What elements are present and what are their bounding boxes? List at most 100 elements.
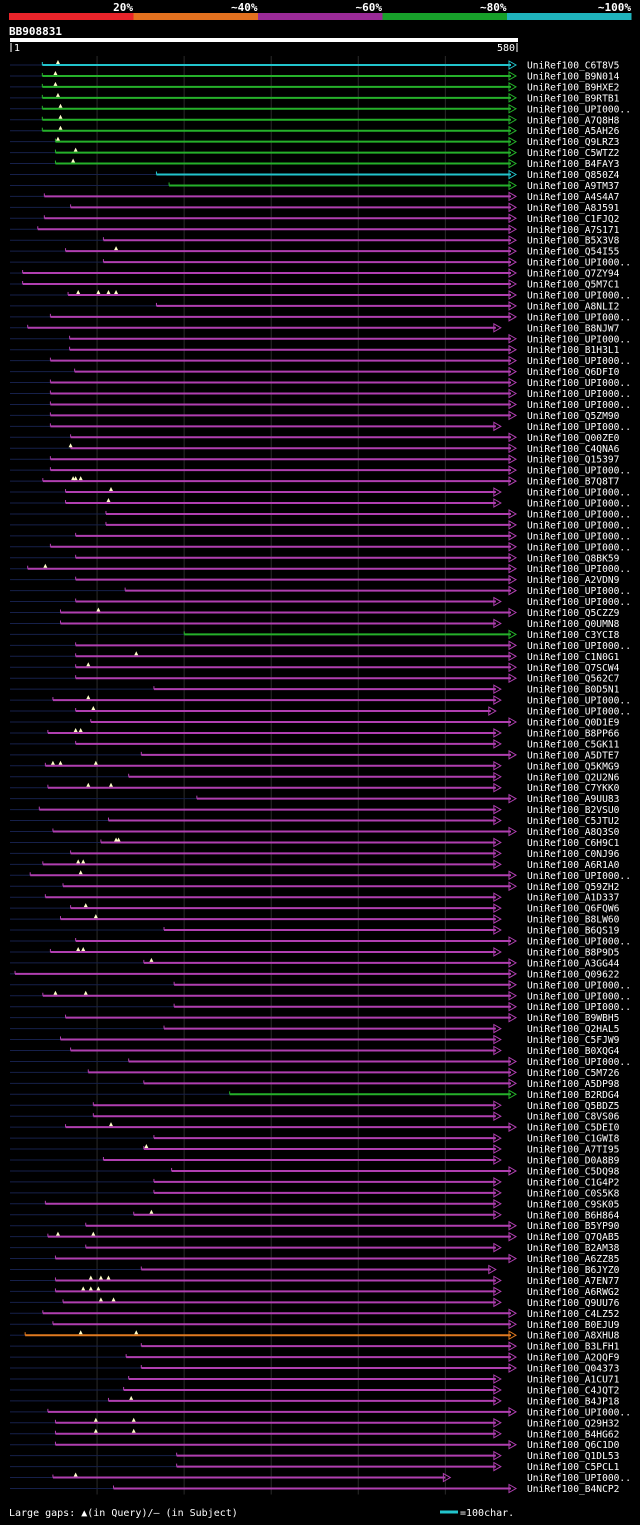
hit-row[interactable]: UniRef100_A7EN77: [10, 1275, 620, 1287]
hit-row[interactable]: UniRef100_Q15397: [10, 454, 620, 466]
hit-name[interactable]: UniRef100_UPI000..: [527, 531, 631, 542]
hit-name[interactable]: UniRef100_A9TM37: [527, 181, 620, 192]
hit-row[interactable]: UniRef100_B7Q8T7: [10, 476, 620, 488]
hit-name[interactable]: UniRef100_UPI000..: [527, 258, 631, 269]
hit-row[interactable]: UniRef100_B0EJU9: [10, 1319, 620, 1331]
hit-name[interactable]: UniRef100_UPI000..: [527, 696, 631, 707]
hit-row[interactable]: UniRef100_C6H9C1: [10, 837, 620, 849]
hit-name[interactable]: UniRef100_B3LFH1: [527, 1342, 620, 1353]
hit-name[interactable]: UniRef100_Q8BK59: [527, 553, 620, 564]
hit-name[interactable]: UniRef100_B9WBH5: [527, 1013, 619, 1024]
hit-row[interactable]: UniRef100_C5JTU2: [10, 815, 619, 827]
hit-name[interactable]: UniRef100_UPI000..: [527, 937, 631, 948]
hit-name[interactable]: UniRef100_Q850Z4: [527, 170, 620, 181]
hit-row[interactable]: UniRef100_UPI000..: [10, 509, 631, 520]
hit-name[interactable]: UniRef100_UPI000..: [527, 378, 631, 389]
hit-name[interactable]: UniRef100_UPI000..: [527, 991, 631, 1002]
hit-name[interactable]: UniRef100_A1CU71: [527, 1375, 620, 1386]
hit-name[interactable]: UniRef100_B9N014: [527, 71, 620, 82]
hit-name[interactable]: UniRef100_A4S4A7: [527, 192, 620, 203]
hit-row[interactable]: UniRef100_A6RWG2: [10, 1286, 619, 1298]
hit-name[interactable]: UniRef100_B4HG62: [527, 1429, 619, 1440]
hit-row[interactable]: UniRef100_C4LZ52: [10, 1308, 619, 1320]
hit-name[interactable]: UniRef100_C5PCL1: [527, 1462, 620, 1473]
hit-row[interactable]: UniRef100_Q7ZY94: [10, 268, 620, 280]
hit-row[interactable]: UniRef100_UPI000..: [10, 377, 631, 389]
hit-name[interactable]: UniRef100_Q5CZZ9: [527, 608, 620, 619]
hit-row[interactable]: UniRef100_C0S5K8: [10, 1187, 620, 1199]
hit-row[interactable]: UniRef100_C0NJ96: [10, 848, 620, 860]
hit-row[interactable]: UniRef100_Q04373: [10, 1363, 620, 1375]
hit-name[interactable]: UniRef100_UPI000..: [527, 586, 631, 597]
hit-name[interactable]: UniRef100_UPI000..: [527, 542, 631, 553]
hit-row[interactable]: UniRef100_UPI000..: [10, 596, 631, 608]
hit-name[interactable]: UniRef100_B4NCP2: [527, 1484, 619, 1495]
hit-name[interactable]: UniRef100_C5DQ98: [527, 1166, 620, 1177]
hit-name[interactable]: UniRef100_C0S5K8: [527, 1188, 620, 1199]
hit-row[interactable]: UniRef100_UPI000..: [10, 257, 631, 269]
hit-name[interactable]: UniRef100_UPI000..: [527, 564, 631, 575]
hit-name[interactable]: UniRef100_B0XQG4: [527, 1046, 620, 1057]
hit-name[interactable]: UniRef100_UPI000..: [527, 1407, 631, 1418]
hit-row[interactable]: UniRef100_A8Q3S0: [10, 826, 620, 838]
hit-row[interactable]: UniRef100_UPI000..: [10, 541, 631, 553]
hit-row[interactable]: UniRef100_A9TM37: [10, 180, 620, 192]
hit-row[interactable]: UniRef100_C9SK05: [10, 1198, 619, 1210]
hit-name[interactable]: UniRef100_B6QS19: [527, 926, 620, 937]
hit-name[interactable]: UniRef100_C5GK11: [527, 739, 620, 750]
hit-row[interactable]: UniRef100_Q1DL53: [10, 1450, 620, 1462]
hit-name[interactable]: UniRef100_Q09622: [527, 969, 619, 980]
hit-name[interactable]: UniRef100_UPI000..: [527, 488, 631, 499]
hit-row[interactable]: UniRef100_B8LW60: [10, 914, 620, 926]
hit-name[interactable]: UniRef100_C5DEI0: [527, 1123, 620, 1134]
hit-name[interactable]: UniRef100_Q0D1E9: [527, 718, 620, 729]
hit-name[interactable]: UniRef100_Q6DFI0: [527, 367, 620, 378]
hit-name[interactable]: UniRef100_Q1DL53: [527, 1451, 620, 1462]
hit-name[interactable]: UniRef100_A2QQF9: [527, 1353, 620, 1364]
hit-name[interactable]: UniRef100_C6H9C1: [527, 838, 620, 849]
hit-name[interactable]: UniRef100_B4FAY3: [527, 159, 620, 170]
hit-name[interactable]: UniRef100_C7YKK0: [527, 783, 620, 794]
hit-row[interactable]: UniRef100_B5X3V8: [10, 235, 620, 247]
hit-row[interactable]: UniRef100_C1G4P2: [10, 1177, 619, 1188]
hit-name[interactable]: UniRef100_UPI000..: [527, 400, 631, 411]
hit-row[interactable]: UniRef100_Q0UMN8: [10, 618, 620, 630]
hit-name[interactable]: UniRef100_B5X3V8: [527, 236, 620, 247]
hit-row[interactable]: UniRef100_A5DTE7: [10, 749, 620, 761]
hit-name[interactable]: UniRef100_C4JQT2: [527, 1385, 619, 1396]
hit-row[interactable]: UniRef100_B2VSU0: [10, 804, 620, 816]
hit-row[interactable]: UniRef100_A7S171: [10, 224, 620, 236]
hit-row[interactable]: UniRef100_A3GG44: [10, 957, 620, 970]
hit-row[interactable]: UniRef100_C7YKK0: [10, 782, 620, 795]
hit-name[interactable]: UniRef100_Q7QAB5: [527, 1232, 619, 1243]
hit-name[interactable]: UniRef100_A3GG44: [527, 958, 620, 969]
hit-row[interactable]: UniRef100_UPI000..: [10, 289, 631, 302]
hit-row[interactable]: UniRef100_UPI000..: [10, 979, 631, 991]
hit-name[interactable]: UniRef100_B9HXE2: [527, 82, 619, 93]
hit-name[interactable]: UniRef100_C1GWI8: [527, 1134, 620, 1145]
hit-row[interactable]: UniRef100_A6R1A0: [10, 859, 620, 871]
hit-row[interactable]: UniRef100_A5AH26: [10, 125, 620, 138]
hit-row[interactable]: UniRef100_A8J591: [10, 202, 620, 214]
hit-row[interactable]: UniRef100_C5WTZ2: [10, 147, 619, 160]
hit-row[interactable]: UniRef100_UPI000..: [10, 585, 631, 597]
hit-row[interactable]: UniRef100_UPI000..: [10, 103, 631, 116]
hit-row[interactable]: UniRef100_Q7QAB5: [10, 1231, 619, 1244]
hit-name[interactable]: UniRef100_C5JTU2: [527, 816, 619, 827]
hit-name[interactable]: UniRef100_UPI000..: [527, 1002, 631, 1013]
hit-name[interactable]: UniRef100_C6T8V5: [527, 61, 619, 72]
hit-name[interactable]: UniRef100_Q59ZH2: [527, 882, 619, 893]
hit-name[interactable]: UniRef100_B2VSU0: [527, 805, 620, 816]
hit-row[interactable]: UniRef100_B9N014: [10, 70, 620, 83]
hit-name[interactable]: UniRef100_Q6FQW6: [527, 904, 620, 915]
hit-row[interactable]: UniRef100_C5PCL1: [10, 1461, 620, 1473]
hit-name[interactable]: UniRef100_B4JP18: [527, 1396, 620, 1407]
hit-name[interactable]: UniRef100_C1FJQ2: [527, 214, 619, 225]
hit-row[interactable]: UniRef100_UPI000..: [10, 706, 631, 718]
hit-name[interactable]: UniRef100_A7Q8H8: [527, 115, 620, 126]
hit-row[interactable]: UniRef100_A9UU83: [10, 793, 620, 805]
hit-row[interactable]: UniRef100_UPI000..: [10, 498, 631, 510]
hit-row[interactable]: UniRef100_UPI000..: [10, 399, 631, 411]
hit-name[interactable]: UniRef100_A8Q3S0: [527, 827, 620, 838]
hit-row[interactable]: UniRef100_A5DP98: [10, 1078, 620, 1090]
